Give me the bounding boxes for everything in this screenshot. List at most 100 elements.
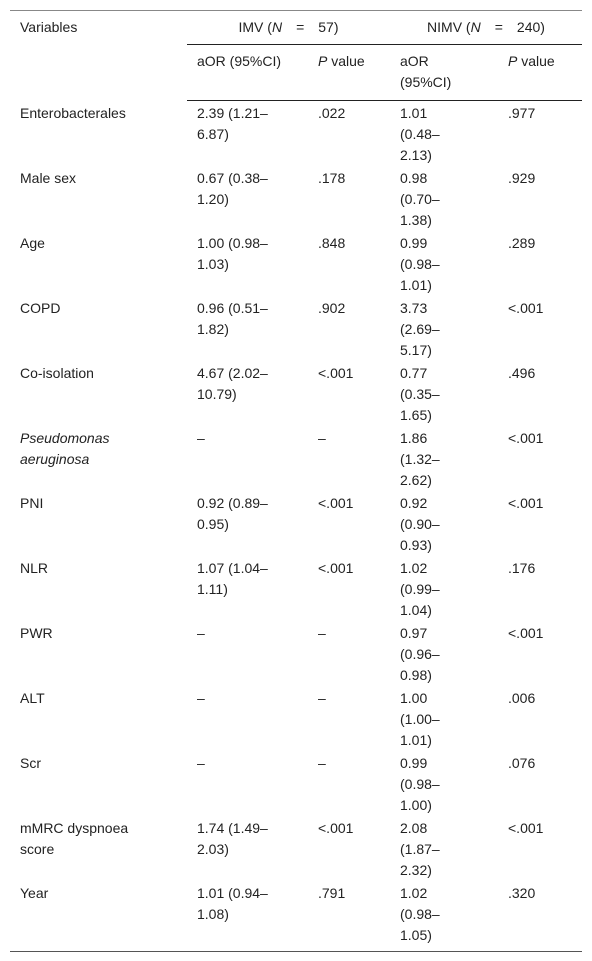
value-cell: 0.92 (0.90–0.93): [400, 495, 440, 553]
header-text: 240): [516, 19, 545, 35]
subheader-row: aOR (95%CI) P value aOR (95%CI) P value: [10, 44, 582, 101]
value-cell: 4.67 (2.02–10.79): [197, 365, 268, 402]
variable-cell: mMRC dyspnoea score: [20, 820, 129, 857]
value-cell: 0.97 (0.96–0.98): [400, 625, 440, 683]
value-cell: 1.00 (0.98–1.03): [197, 235, 268, 272]
variable-cell: Pseudomonas aeruginosa: [20, 430, 110, 467]
value-cell: –: [197, 690, 205, 706]
variable-cell: PNI: [20, 495, 44, 511]
subheader-text: aOR (95%CI): [400, 53, 452, 90]
value-cell: 1.01 (0.48–2.13): [400, 105, 440, 163]
header-text: 57): [318, 19, 339, 35]
subheader-text: P: [508, 53, 518, 69]
variable-cell: Male sex: [20, 170, 77, 186]
subheader-text: P: [318, 53, 328, 69]
table-row: NLR 1.07 (1.04–1.11) <.001 1.02 (0.99–1.04)…: [10, 556, 582, 621]
value-cell: –: [197, 625, 205, 641]
table-row: Scr – – 0.99 (0.98–1.00) .076: [10, 751, 582, 816]
value-cell: <.001: [318, 560, 354, 576]
value-cell: <.001: [508, 430, 544, 446]
value-cell: <.001: [318, 365, 354, 381]
value-cell: .902: [318, 300, 346, 316]
value-cell: .929: [508, 170, 536, 186]
value-cell: 1.07 (1.04–1.11): [197, 560, 268, 597]
table-row: ALT – – 1.00 (1.00–1.01) .006: [10, 686, 582, 751]
variable-cell: COPD: [20, 300, 61, 316]
table-row: Enterobacterales 2.39 (1.21–6.87) .022 1.01…: [10, 101, 582, 167]
table-row: Age 1.00 (0.98–1.03) .848 0.99 (0.98–1.01).…: [10, 231, 582, 296]
value-cell: .848: [318, 235, 346, 251]
value-cell: 0.98 (0.70–1.38): [400, 170, 440, 228]
value-cell: –: [197, 755, 205, 771]
value-cell: 0.96 (0.51–1.82): [197, 300, 268, 337]
table-row: Co-isolation 4.67 (2.02–10.79) <.001 0.77 (…: [10, 361, 582, 426]
value-cell: .076: [508, 755, 536, 771]
results-table: Variables IMV (N = 57) NIMV (N = 240) aOR (9…: [10, 10, 582, 952]
value-cell: .022: [318, 105, 346, 121]
subheader-text: aOR (95%CI): [197, 53, 282, 69]
subheader: aOR (95%CI): [390, 44, 498, 101]
value-cell: –: [318, 755, 326, 771]
value-cell: 1.74 (1.49–2.03): [197, 820, 268, 857]
value-cell: 1.01 (0.94–1.08): [197, 885, 268, 922]
table-row: Year 1.01 (0.94–1.08) .791 1.02 (0.98–1.05)…: [10, 881, 582, 952]
subheader-text: value: [521, 53, 555, 69]
value-cell: 1.02 (0.99–1.04): [400, 560, 440, 618]
subheader-text: value: [331, 53, 365, 69]
value-cell: –: [318, 430, 326, 446]
table-header: Variables IMV (N = 57) NIMV (N = 240) aOR (9…: [10, 10, 582, 101]
header-text: N: [271, 19, 283, 35]
value-cell: .289: [508, 235, 536, 251]
table-row: Male sex 0.67 (0.38–1.20) .178 0.98 (0.70–1…: [10, 166, 582, 231]
variable-cell: NLR: [20, 560, 49, 576]
value-cell: .320: [508, 885, 536, 901]
value-cell: .006: [508, 690, 536, 706]
value-cell: <.001: [318, 495, 354, 511]
value-cell: <.001: [508, 625, 544, 641]
value-cell: 1.02 (0.98–1.05): [400, 885, 440, 943]
value-cell: 0.92 (0.89–0.95): [197, 495, 268, 532]
variables-header: Variables: [20, 19, 78, 35]
subheader: aOR (95%CI): [187, 44, 308, 101]
table-row: PWR – – 0.97 (0.96–0.98) <.001: [10, 621, 582, 686]
table-row: COPD 0.96 (0.51–1.82) .902 3.73 (2.69–5.17)…: [10, 296, 582, 361]
subheader: P value: [498, 44, 582, 101]
value-cell: –: [197, 430, 205, 446]
group-header: IMV (N = 57): [187, 10, 390, 45]
value-cell: 1.00 (1.00–1.01): [400, 690, 440, 748]
header-text: N: [470, 19, 481, 35]
value-cell: 0.67 (0.38–1.20): [197, 170, 268, 207]
group-header: NIMV (N = 240): [390, 10, 582, 45]
value-cell: <.001: [508, 495, 544, 511]
group-header-row: Variables IMV (N = 57) NIMV (N = 240): [10, 10, 582, 45]
value-cell: .176: [508, 560, 536, 576]
value-cell: .178: [318, 170, 346, 186]
value-cell: <.001: [508, 300, 544, 316]
value-cell: 3.73 (2.69–5.17): [400, 300, 440, 358]
value-cell: 2.08 (1.87–2.32): [400, 820, 440, 878]
value-cell: 1.86 (1.32–2.62): [400, 430, 440, 488]
value-cell: 2.39 (1.21–6.87): [197, 105, 268, 142]
variable-cell: Scr: [20, 755, 41, 771]
value-cell: –: [318, 625, 326, 641]
table-body: Enterobacterales 2.39 (1.21–6.87) .022 1.01…: [10, 101, 582, 952]
value-cell: <.001: [508, 820, 544, 836]
value-cell: .496: [508, 365, 536, 381]
variable-cell: Age: [20, 235, 45, 251]
header-text: =: [296, 19, 305, 35]
variable-cell: PWR: [20, 625, 53, 641]
table-row: mMRC dyspnoea score 1.74 (1.49–2.03) <.001…: [10, 816, 582, 881]
variable-cell: Year: [20, 885, 49, 901]
value-cell: .791: [318, 885, 346, 901]
value-cell: 0.99 (0.98–1.01): [400, 235, 440, 293]
value-cell: <.001: [318, 820, 354, 836]
header-text: NIMV (: [427, 19, 471, 35]
variable-cell: Co-isolation: [20, 365, 94, 381]
value-cell: .977: [508, 105, 536, 121]
variable-cell: Enterobacterales: [20, 104, 126, 121]
table-row: Pseudomonas aeruginosa – – 1.86 (1.32–2.62)…: [10, 426, 582, 491]
value-cell: 0.99 (0.98–1.00): [400, 755, 440, 813]
header-text: =: [494, 19, 503, 35]
subheader: P value: [308, 44, 390, 101]
